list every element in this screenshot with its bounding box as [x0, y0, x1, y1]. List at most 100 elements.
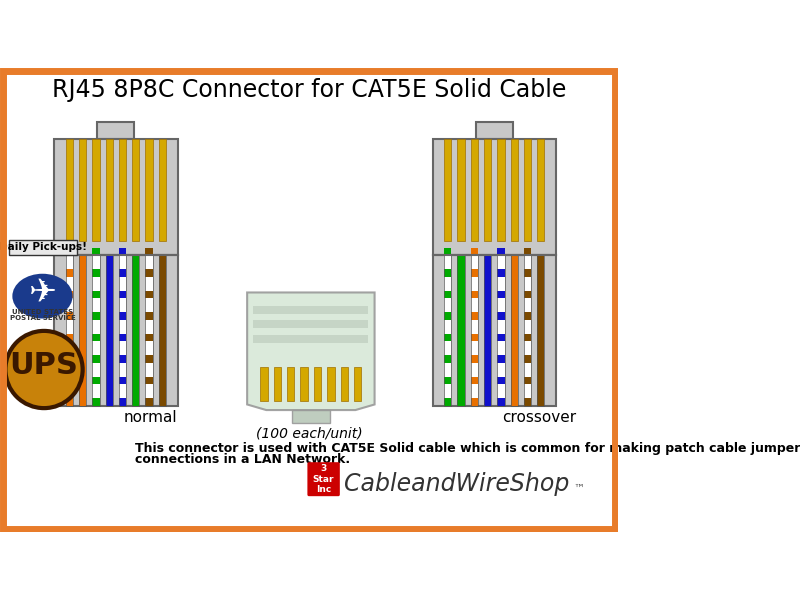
- Bar: [444, 291, 451, 298]
- Bar: [498, 291, 505, 298]
- Bar: [66, 139, 73, 241]
- Bar: [79, 139, 86, 241]
- Bar: [132, 255, 139, 406]
- Bar: [66, 355, 73, 363]
- Bar: [510, 255, 518, 406]
- Bar: [470, 139, 478, 241]
- Bar: [444, 255, 451, 406]
- Bar: [524, 377, 531, 384]
- Text: CableandWireShop: CableandWireShop: [344, 472, 569, 496]
- Bar: [524, 269, 531, 277]
- Bar: [132, 255, 139, 406]
- Bar: [158, 139, 166, 241]
- Bar: [119, 291, 126, 298]
- Bar: [498, 312, 505, 320]
- Text: (100 each/unit): (100 each/unit): [256, 427, 362, 440]
- Bar: [158, 255, 166, 406]
- Bar: [146, 139, 153, 241]
- Bar: [444, 139, 451, 241]
- Bar: [119, 248, 126, 255]
- Text: normal: normal: [123, 410, 178, 425]
- Bar: [470, 255, 478, 406]
- Bar: [106, 139, 113, 241]
- Bar: [92, 355, 99, 363]
- Bar: [444, 398, 451, 406]
- Bar: [314, 367, 322, 401]
- Bar: [146, 255, 153, 406]
- Text: ™: ™: [573, 484, 584, 494]
- Bar: [66, 377, 73, 384]
- Bar: [470, 377, 478, 384]
- Bar: [66, 398, 73, 406]
- Bar: [92, 377, 99, 384]
- Bar: [433, 139, 556, 255]
- Bar: [92, 255, 99, 406]
- Bar: [470, 291, 478, 298]
- Text: UPS: UPS: [10, 351, 78, 380]
- Bar: [444, 248, 451, 255]
- Text: ✈: ✈: [29, 276, 57, 309]
- Bar: [119, 355, 126, 363]
- Bar: [92, 248, 99, 255]
- Bar: [476, 122, 513, 139]
- Bar: [537, 255, 545, 406]
- Bar: [146, 291, 153, 298]
- Bar: [524, 139, 531, 241]
- Bar: [66, 269, 73, 277]
- Bar: [66, 255, 73, 406]
- Bar: [119, 334, 126, 341]
- Bar: [66, 248, 73, 255]
- Bar: [146, 312, 153, 320]
- Bar: [444, 377, 451, 384]
- Bar: [524, 291, 531, 298]
- Bar: [79, 255, 86, 406]
- Bar: [524, 312, 531, 320]
- Circle shape: [6, 331, 82, 408]
- Bar: [92, 139, 99, 241]
- Bar: [470, 269, 478, 277]
- Bar: [470, 334, 478, 341]
- Bar: [119, 377, 126, 384]
- Bar: [484, 139, 491, 241]
- FancyBboxPatch shape: [307, 462, 340, 496]
- Text: 3
Star
Inc: 3 Star Inc: [313, 464, 334, 494]
- Bar: [92, 312, 99, 320]
- Bar: [119, 398, 126, 406]
- Bar: [106, 255, 113, 406]
- Bar: [470, 312, 478, 320]
- Bar: [444, 269, 451, 277]
- Bar: [92, 291, 99, 298]
- Bar: [119, 139, 126, 241]
- Bar: [146, 398, 153, 406]
- Bar: [92, 269, 99, 277]
- Bar: [444, 355, 451, 363]
- Bar: [146, 269, 153, 277]
- Bar: [119, 312, 126, 320]
- Bar: [537, 255, 545, 406]
- Bar: [354, 367, 362, 401]
- Bar: [524, 334, 531, 341]
- Bar: [132, 139, 139, 241]
- Bar: [54, 255, 178, 406]
- Bar: [498, 255, 505, 406]
- Bar: [498, 255, 505, 406]
- Bar: [66, 255, 73, 406]
- Bar: [119, 255, 126, 406]
- Bar: [498, 398, 505, 406]
- Ellipse shape: [12, 274, 73, 319]
- Bar: [444, 312, 451, 320]
- Polygon shape: [292, 410, 330, 424]
- Bar: [524, 255, 531, 406]
- Bar: [433, 255, 556, 406]
- Bar: [260, 367, 268, 401]
- Bar: [146, 255, 153, 406]
- Bar: [484, 255, 491, 406]
- Bar: [498, 248, 505, 255]
- Bar: [327, 367, 334, 401]
- Text: Daily Pick-ups!: Daily Pick-ups!: [0, 242, 87, 253]
- Bar: [146, 355, 153, 363]
- Bar: [498, 334, 505, 341]
- Bar: [537, 139, 545, 241]
- Text: RJ45 8P8C Connector for CAT5E Solid Cable: RJ45 8P8C Connector for CAT5E Solid Cabl…: [52, 78, 566, 102]
- Bar: [484, 255, 491, 406]
